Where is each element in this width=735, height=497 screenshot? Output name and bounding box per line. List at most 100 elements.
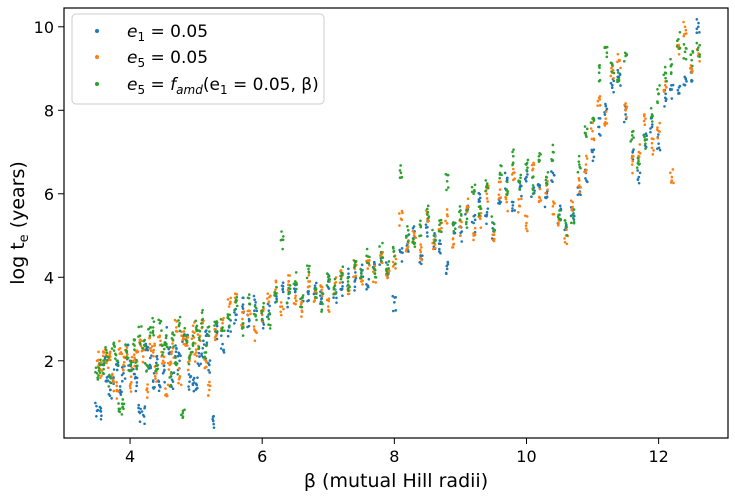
s3-point [99,358,102,362]
s3-point [532,192,535,195]
s3-point [104,346,107,349]
s3-point [341,271,344,275]
s1-point [246,325,249,329]
s2-point [117,348,121,351]
s3-point [353,264,357,268]
s3-point [260,311,263,315]
s1-point [592,155,596,159]
s2-point [320,294,324,298]
s3-point [576,170,580,174]
s1-point [638,171,642,175]
s3-point [557,217,561,220]
s3-point [121,405,124,409]
s2-point [590,137,594,141]
s3-point [148,334,152,338]
legend-marker-3 [95,82,99,86]
s3-point [275,285,278,289]
s2-point [445,222,449,225]
s2-point [551,200,555,203]
legend-label-1: e1 = 0.05 [127,22,208,44]
s1-point [664,99,668,103]
s3-point [437,229,441,233]
s2-point [412,231,416,235]
s3-point [438,223,441,227]
s3-point [579,166,582,170]
s1-point [99,410,103,413]
s3-point [498,173,502,176]
s2-point [445,208,449,211]
s1-point [392,309,395,313]
s3-point [197,336,201,340]
s3-point [151,316,154,320]
s2-point [360,279,364,283]
s3-point [589,121,593,124]
s1-point [327,287,331,290]
s3-point [128,363,132,367]
s2-point [379,254,382,257]
s1-point [219,347,223,350]
s3-point [214,330,217,333]
s2-point [226,298,230,301]
x-axis-label: β (mutual Hill radii) [304,470,488,492]
s1-point [484,214,487,218]
s1-point [696,25,700,29]
s2-point [282,307,285,311]
y-axis-label: log te (years) [7,161,32,285]
s3-point [583,125,587,128]
s2-point [598,98,602,101]
s1-point [682,83,686,86]
s2-point [479,211,483,215]
s3-point [346,276,350,280]
s3-point [200,322,203,325]
s3-point [669,57,672,61]
s3-point [664,76,667,80]
s2-point [400,218,404,222]
s2-point [111,372,114,376]
s2-point [122,360,126,364]
s3-point [201,308,204,312]
s2-point [513,171,516,174]
s1-point [99,417,103,421]
s2-point [150,345,154,348]
s2-point [551,205,555,208]
s3-point [616,78,619,82]
s1-point [313,284,317,287]
s3-point [434,239,437,242]
s3-point [411,241,414,244]
s1-point [669,88,672,92]
s1-point [664,92,667,96]
s3-point [546,170,550,174]
s2-point [584,163,588,166]
s3-point [341,265,345,269]
s1-point [138,420,142,424]
s2-point [433,243,437,246]
s1-point [159,385,162,389]
s2-point [642,119,646,123]
s2-point [167,368,171,371]
s1-point [579,193,582,197]
s3-point [160,344,164,348]
s2-point [157,335,161,339]
s2-point [182,336,185,340]
s2-point [102,351,105,354]
s3-point [164,336,168,340]
s1-point [677,91,681,95]
s1-point [367,285,370,289]
s3-point [134,361,137,364]
s3-point [121,398,125,401]
s1-point [281,284,285,288]
s2-point [604,110,608,114]
s2-point [214,338,217,342]
s3-point [268,327,272,330]
s3-point [419,219,422,223]
s3-point [386,271,389,275]
s2-point [213,336,217,339]
s3-point [117,409,121,413]
s2-point [153,344,156,347]
s2-point [512,178,515,182]
s2-point [605,122,609,125]
s3-point [465,208,469,212]
s1-point [226,334,230,338]
s2-point [524,227,528,230]
s3-point [133,344,136,347]
